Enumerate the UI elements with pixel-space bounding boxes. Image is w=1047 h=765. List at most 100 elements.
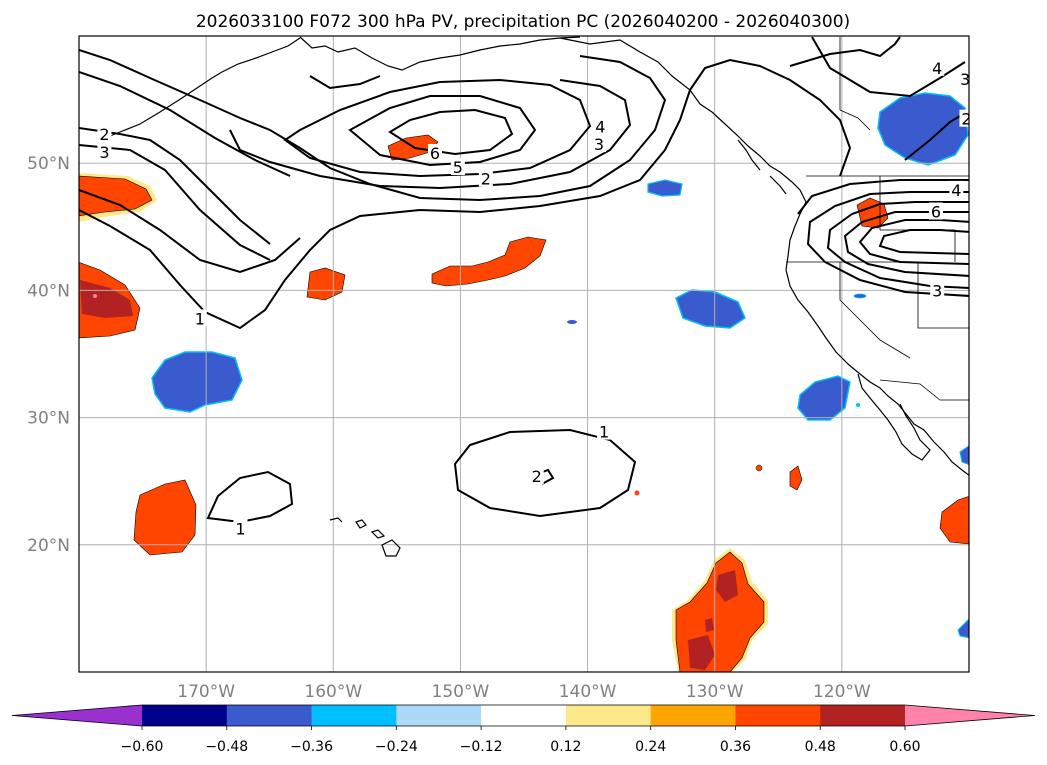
pv-contour-label: 5 bbox=[453, 158, 463, 177]
pv-contour-1-main bbox=[79, 58, 852, 330]
alaska-coast bbox=[299, 36, 807, 203]
negative-anomaly-170w-subtropics bbox=[151, 351, 243, 413]
north-america-west-coast bbox=[785, 201, 969, 476]
positive-anomaly-left-edge-40n bbox=[79, 262, 141, 339]
positive-anomaly-baja-offshore bbox=[789, 465, 803, 491]
pv-contour-label-bg bbox=[97, 124, 112, 142]
lon-tick-label: 130°W bbox=[686, 682, 744, 702]
colorbar-segment bbox=[226, 705, 313, 726]
lon-tick-label: 170°W bbox=[177, 682, 235, 702]
pv-contour-label-bg bbox=[97, 142, 112, 160]
colorbar-tick-label: −0.60 bbox=[121, 739, 164, 755]
map-frame bbox=[78, 35, 970, 673]
pv-contour-label-bg bbox=[593, 117, 608, 135]
pv-contour-label: 4 bbox=[932, 59, 942, 78]
colorbar-tick-label: −0.24 bbox=[375, 739, 418, 755]
pv-contour-label-bg bbox=[428, 144, 442, 162]
pv-contour-label: 1 bbox=[599, 423, 609, 442]
pv-contour-2-west-lower bbox=[79, 127, 271, 261]
pv-contour-label: 2 bbox=[481, 169, 491, 188]
colorbar-extend-high bbox=[905, 705, 1035, 726]
pv-contour-label-bg bbox=[597, 422, 612, 440]
lon-tick-label: 120°W bbox=[813, 682, 871, 702]
colorbar-segment bbox=[142, 705, 228, 726]
pv-contour-1-outer bbox=[79, 189, 301, 274]
lat-tick-label: 50°N bbox=[27, 154, 70, 174]
pv-contour-5 bbox=[348, 95, 537, 167]
pv-contour-label-bg bbox=[529, 467, 544, 485]
negative-anomaly-mexico-edge bbox=[959, 445, 969, 466]
pv-contour-cutoff-4 bbox=[843, 211, 969, 277]
negative-anomaly-tropics-edge bbox=[957, 618, 969, 639]
positive-anomaly-tropics-130w bbox=[672, 548, 768, 672]
latitude-labels: 50°N 40°N 30°N 20°N bbox=[27, 154, 70, 556]
pv-contour-3-west bbox=[79, 71, 291, 177]
positive-anomaly-mexico-edge bbox=[939, 496, 969, 545]
colorbar-segment bbox=[735, 705, 821, 726]
positive-anomaly-left-edge-north bbox=[79, 173, 157, 222]
negative-anomaly-small-2 bbox=[853, 293, 867, 299]
pv-contour-label: 3 bbox=[960, 70, 970, 89]
colorbar-tick-label: 0.24 bbox=[635, 739, 666, 755]
pv-contour-label-bg bbox=[949, 180, 964, 198]
pv-contour-label-bg bbox=[192, 309, 207, 327]
lon-tick-label: 140°W bbox=[559, 682, 617, 702]
colorbar-tick-label: −0.12 bbox=[460, 739, 503, 755]
colorbar-tick-label: 0.48 bbox=[805, 739, 836, 755]
pv-contour-cutoff-6 bbox=[878, 229, 969, 255]
pv-contour-label: 1 bbox=[235, 519, 245, 538]
pv-contour-label-bg bbox=[478, 169, 493, 187]
longitude-labels: 170°W 160°W 150°W 140°W 130°W 120°W bbox=[177, 682, 871, 702]
pv-contour-label: 3 bbox=[932, 281, 942, 300]
pv-contour-label: 4 bbox=[595, 117, 605, 136]
pv-contour-label: 3 bbox=[594, 135, 604, 154]
colorbar-extend-low bbox=[12, 705, 142, 726]
pv-contour-label-bg bbox=[592, 135, 607, 153]
pv-contour-label-bg bbox=[450, 158, 465, 176]
colorbar: −0.60 −0.48 −0.36 −0.24 −0.12 0.12 0.24 0.36 0.4… bbox=[11, 704, 1036, 755]
aleutians bbox=[99, 37, 301, 141]
pv-contour-label: 2 bbox=[961, 110, 971, 129]
positive-anomaly-small-1 bbox=[755, 464, 763, 472]
colorbar-tick-label: −0.36 bbox=[290, 739, 333, 755]
pv-contour-label: 4 bbox=[951, 181, 961, 200]
colorbar-tick-label: 0.60 bbox=[889, 739, 920, 755]
hawaii-islands bbox=[329, 517, 401, 557]
pv-contour-cutoff-5 bbox=[858, 219, 969, 265]
pv-contour-3-ridge bbox=[229, 79, 632, 190]
lat-tick-label: 30°N bbox=[27, 409, 70, 429]
pv-contour-cutoff-3 bbox=[826, 201, 969, 289]
pv-contours bbox=[79, 36, 969, 524]
pv-contour-cutoff-1 bbox=[797, 179, 969, 215]
pv-contour-cutoff-2 bbox=[806, 191, 969, 297]
colorbar-segment bbox=[481, 705, 567, 726]
lat-tick-label: 20°N bbox=[27, 536, 70, 556]
positive-anomaly-small-2 bbox=[634, 490, 640, 496]
lon-tick-label: 160°W bbox=[304, 682, 362, 702]
negative-anomaly-135w-north bbox=[647, 179, 683, 197]
pv-contour-label: 2 bbox=[99, 125, 109, 144]
colorbar-tick-label: −0.48 bbox=[205, 739, 248, 755]
bc-islands bbox=[737, 139, 787, 195]
pv-contour-1-southwest bbox=[206, 470, 294, 524]
negative-anomaly-small-3 bbox=[856, 403, 860, 407]
pv-contour-label-bg bbox=[930, 281, 945, 299]
graticule bbox=[79, 36, 969, 672]
colorbar-segment bbox=[396, 705, 482, 726]
colorbar-segment bbox=[565, 705, 652, 726]
pv-contour-label-bg bbox=[930, 58, 945, 76]
pv-contour-label-bg bbox=[928, 202, 943, 220]
lat-tick-label: 40°N bbox=[27, 281, 70, 301]
positive-anomaly-160w bbox=[306, 267, 346, 301]
pv-contour-label-bg bbox=[959, 109, 969, 127]
figure-title: 2026033100 F072 300 hPa PV, precipitatio… bbox=[196, 12, 850, 32]
pv-contour-label-bg bbox=[233, 519, 248, 537]
pv-contour-label: 2 bbox=[532, 467, 542, 486]
negative-anomaly-small-1 bbox=[567, 320, 577, 324]
lon-tick-label: 150°W bbox=[432, 682, 490, 702]
coastlines bbox=[99, 36, 969, 557]
negative-anomaly-gulf-of-alaska-east bbox=[877, 92, 969, 166]
positive-anomaly-subtropics-170w bbox=[133, 479, 197, 556]
